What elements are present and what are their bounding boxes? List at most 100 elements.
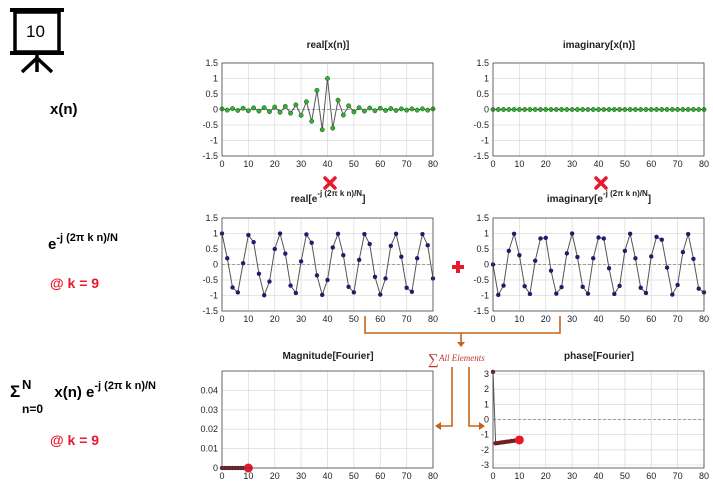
data-point xyxy=(675,282,680,288)
y-tick-label: -1 xyxy=(210,136,218,146)
data-point xyxy=(404,285,409,290)
data-point xyxy=(230,106,235,111)
data-point xyxy=(335,97,341,103)
data-point xyxy=(580,284,585,290)
y-tick-label: 0 xyxy=(213,463,218,473)
data-point xyxy=(685,107,691,112)
exp-base: e xyxy=(48,236,57,253)
data-point xyxy=(496,292,501,298)
data-point xyxy=(533,258,538,263)
data-point xyxy=(425,243,430,248)
data-point xyxy=(283,251,288,256)
x-tick-label: 80 xyxy=(699,471,709,481)
data-point xyxy=(617,107,622,112)
x-tick-label: 50 xyxy=(349,314,359,324)
y-tick-label: -1 xyxy=(210,291,218,301)
title-imag-xn: imaginary[x(n)] xyxy=(562,40,636,51)
data-point xyxy=(696,286,701,291)
multiply-icon-left xyxy=(323,176,337,190)
label-xn: x(n) xyxy=(50,101,78,118)
data-point xyxy=(506,107,512,112)
arrow-to-phase-line xyxy=(468,367,480,427)
data-point xyxy=(378,292,383,297)
y-tick-label: 0.5 xyxy=(476,244,489,254)
y-tick-label: 0.5 xyxy=(476,89,489,99)
data-point xyxy=(680,249,686,255)
data-point xyxy=(606,266,612,271)
x-tick-label: 60 xyxy=(646,314,656,324)
y-tick-label: 2 xyxy=(484,384,489,394)
data-point xyxy=(261,105,267,111)
x-tick-label: 40 xyxy=(593,314,603,324)
data-point xyxy=(669,107,675,112)
data-point xyxy=(356,257,362,263)
data-point xyxy=(277,231,283,236)
multiply-stroke xyxy=(323,176,337,190)
title-real-exp-sup: -j (2π k n)/N xyxy=(317,189,363,198)
badge-number: 10 xyxy=(26,22,45,41)
x-tick-label: 10 xyxy=(243,471,253,481)
x-tick-label: 0 xyxy=(219,159,224,169)
x-tick-label: 50 xyxy=(349,471,359,481)
y-tick-label: 0 xyxy=(213,260,218,270)
x-tick-label: 60 xyxy=(646,471,656,481)
arrow-to-phase-head xyxy=(479,422,485,430)
data-point xyxy=(548,107,554,112)
data-point xyxy=(654,234,659,240)
data-point xyxy=(262,292,267,298)
data-point xyxy=(245,108,251,114)
title-real-exp-end: ] xyxy=(362,194,366,205)
data-point xyxy=(383,276,388,281)
x-tick-label: 60 xyxy=(375,314,385,324)
data-point xyxy=(304,232,309,237)
data-point xyxy=(388,106,394,111)
data-point xyxy=(325,76,330,81)
data-point xyxy=(303,99,309,105)
data-point xyxy=(596,107,601,112)
data-point xyxy=(298,259,304,264)
title-real-xn: real[x(n)] xyxy=(306,40,350,51)
x-tick-label: 80 xyxy=(428,159,438,169)
x-tick-label: 0 xyxy=(490,471,495,481)
bracket-line xyxy=(364,316,561,334)
data-point xyxy=(330,125,336,131)
x-tick-label: 80 xyxy=(428,471,438,481)
down-arrowhead xyxy=(457,342,465,347)
data-point xyxy=(664,265,670,270)
plot-1: 0 10 20 30 40 50 60 70 80 -1.5 -1 -0.5 0 0.5 1 1.5 xyxy=(202,58,438,169)
data-point xyxy=(362,231,367,237)
x-tick-label: 10 xyxy=(514,471,524,481)
data-point xyxy=(414,256,420,261)
data-point xyxy=(516,107,522,112)
data-point xyxy=(420,106,425,112)
x-tick-label: 80 xyxy=(699,159,709,169)
data-point xyxy=(298,112,304,118)
y-tick-label: -0.5 xyxy=(473,120,489,130)
multiply-stroke xyxy=(594,176,608,190)
label-sum: Σ N n=0 x(n) e-j (2π k n)/N xyxy=(10,377,156,416)
x-tick-label: 20 xyxy=(270,314,280,324)
data-point xyxy=(501,107,506,112)
data-point xyxy=(522,284,527,289)
data-point xyxy=(591,256,596,261)
title-imag-exp-base: imaginary[e xyxy=(546,194,603,205)
y-tick-label: -2 xyxy=(481,445,489,455)
y-tick-label: 1 xyxy=(484,229,489,239)
data-point xyxy=(225,256,230,261)
data-point xyxy=(346,103,351,109)
plus-icon xyxy=(452,261,464,273)
data-point xyxy=(246,232,251,238)
data-point xyxy=(606,107,612,112)
y-tick-label: -0.5 xyxy=(473,275,489,285)
data-point xyxy=(527,291,533,297)
data-point xyxy=(659,237,664,242)
data-point xyxy=(251,105,257,111)
label-k-first: @ k = 9 xyxy=(50,275,100,291)
data-point xyxy=(691,107,696,112)
data-point xyxy=(643,290,649,296)
x-tick-label: 20 xyxy=(541,159,551,169)
connector-lines xyxy=(364,316,561,430)
x-tick-label: 40 xyxy=(322,471,332,481)
data-point xyxy=(288,283,293,288)
